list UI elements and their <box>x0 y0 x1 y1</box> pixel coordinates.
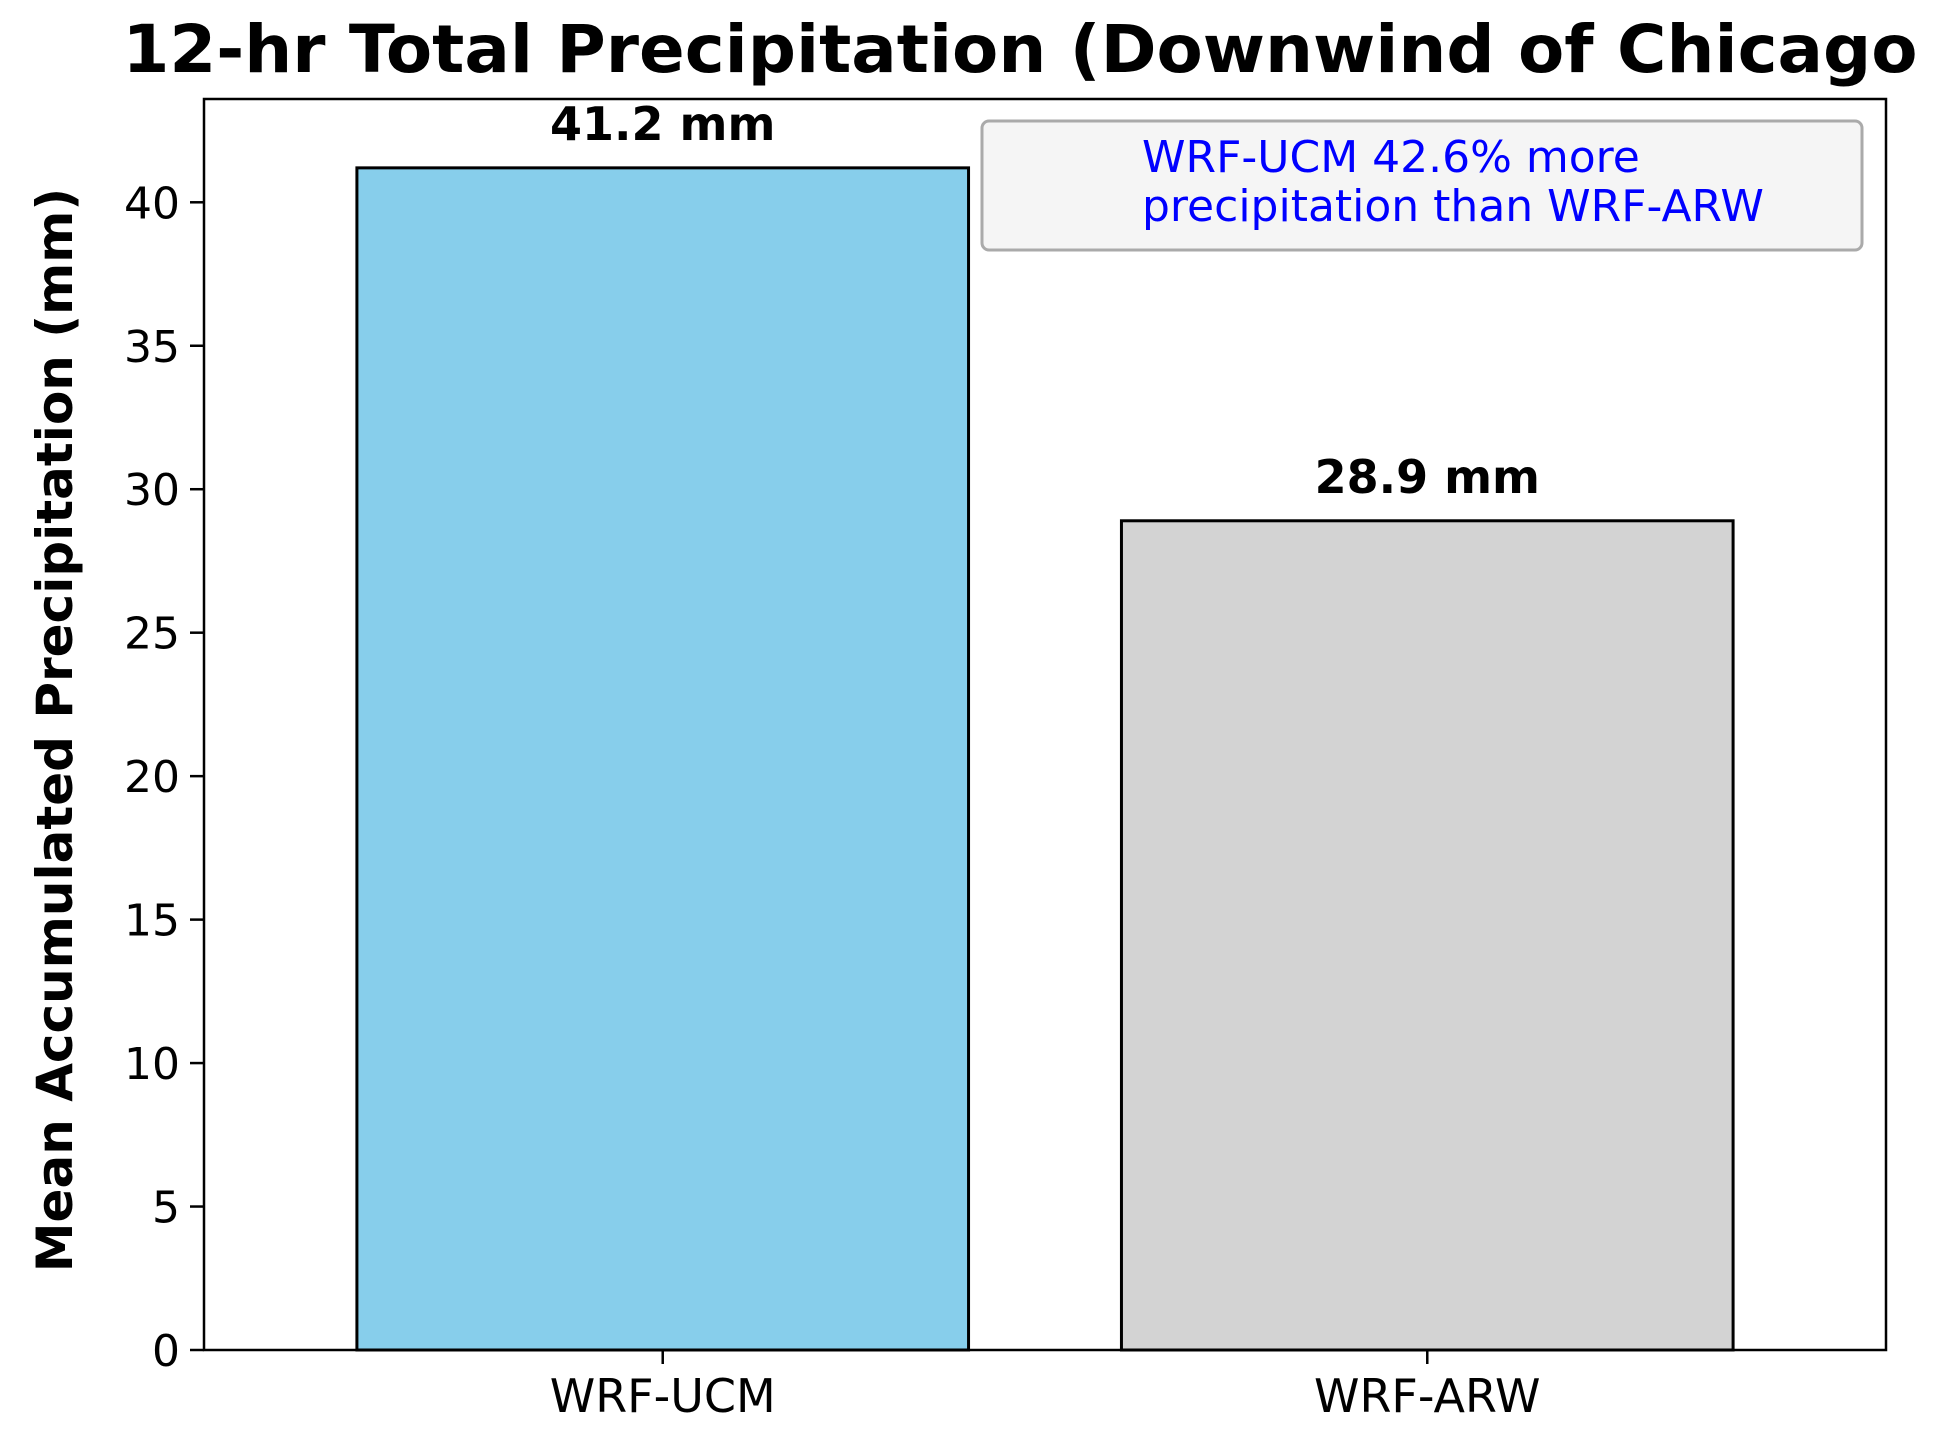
plot-frame <box>202 97 1888 1352</box>
y-tick-label: 40 <box>124 178 180 229</box>
value-labels: 41.2 mm 28.9 mm <box>550 97 1540 504</box>
y-tick-label: 0 <box>152 1326 180 1377</box>
y-tick-label: 35 <box>124 322 180 373</box>
x-tick-label: WRF-ARW <box>1314 1369 1541 1423</box>
bars <box>355 166 1735 1352</box>
annotation-text-line-2: precipitation than WRF-ARW <box>1142 181 1764 232</box>
x-axis-ticks: WRF-UCM WRF-ARW <box>550 1350 1541 1423</box>
y-axis-ticks: 0 5 10 15 20 25 30 35 40 <box>124 178 204 1377</box>
annotation-text-line-1: WRF-UCM 42.6% more <box>1142 132 1640 183</box>
chart-title: 12-hr Total Precipitation (Downwind of C… <box>123 11 1918 88</box>
bar-wrf-arw <box>1119 519 1735 1352</box>
y-axis-label: Mean Accumulated Precipitation (mm) <box>26 188 84 1272</box>
annotation-box: WRF-UCM 42.6% more precipitation than WR… <box>980 119 1864 252</box>
y-tick-label: 5 <box>152 1183 180 1234</box>
value-label: 41.2 mm <box>550 97 775 151</box>
y-tick-label: 20 <box>124 752 180 803</box>
bar-wrf-ucm <box>355 166 971 1352</box>
y-tick-label: 10 <box>124 1039 180 1090</box>
y-tick-label: 25 <box>124 609 180 660</box>
y-tick-label: 15 <box>124 896 180 947</box>
x-tick-label: WRF-UCM <box>550 1369 776 1423</box>
annotation-box-frame <box>980 119 1864 252</box>
value-label: 28.9 mm <box>1315 450 1540 504</box>
y-tick-label: 30 <box>124 465 180 516</box>
